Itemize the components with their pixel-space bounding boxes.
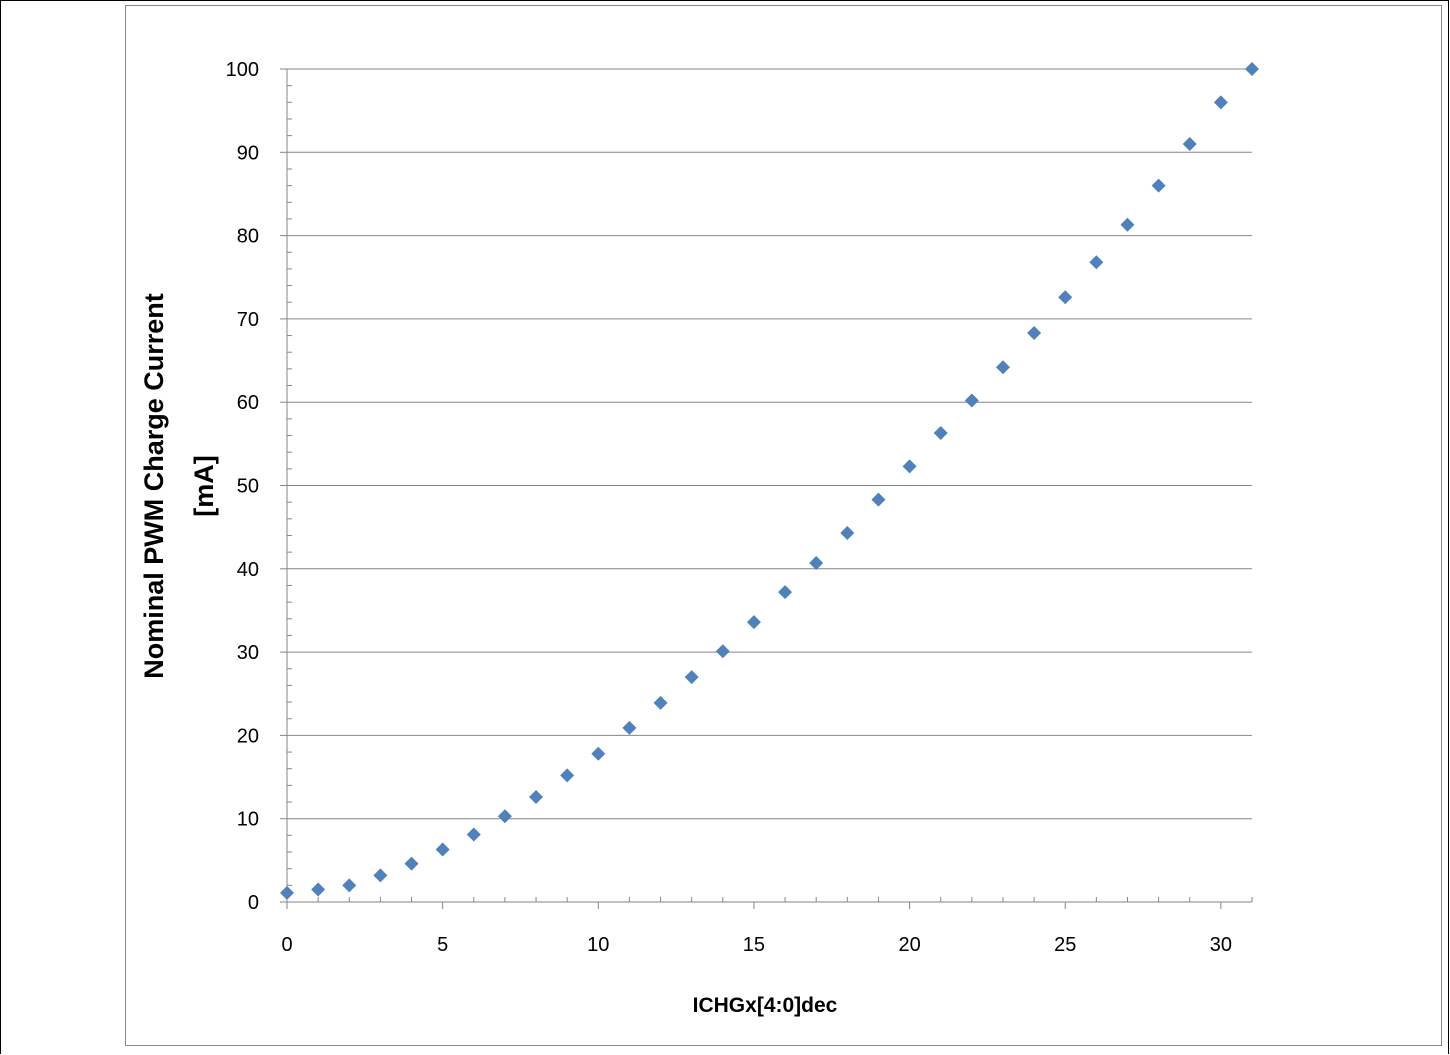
y-tick-label: 50 [237, 476, 259, 498]
y-axis-title-line1: Nominal PWM Charge Current [139, 293, 169, 679]
data-point [529, 790, 544, 805]
data-point [404, 856, 419, 871]
data-point [373, 868, 388, 883]
data-point [280, 885, 294, 900]
data-point [1213, 95, 1228, 110]
data-point [466, 827, 481, 842]
x-tick-label: 5 [437, 934, 448, 956]
data-point [964, 393, 979, 408]
data-point [995, 360, 1010, 375]
data-point [591, 746, 606, 761]
x-tick-label: 15 [743, 934, 765, 956]
data-points [280, 62, 1259, 900]
data-point [840, 525, 855, 540]
y-tick-label: 20 [237, 725, 259, 747]
data-point [933, 426, 948, 441]
x-tick-label: 20 [898, 934, 920, 956]
data-point [1151, 178, 1166, 193]
data-point [715, 644, 730, 659]
data-point [684, 670, 699, 685]
data-point [622, 720, 637, 735]
data-point [311, 882, 326, 897]
x-tick-label: 10 [587, 934, 609, 956]
data-point [342, 878, 357, 893]
data-point [1058, 290, 1073, 305]
data-point [809, 555, 824, 570]
data-point [871, 492, 886, 507]
data-point [1120, 217, 1135, 232]
y-axis-title-line2: [mA] [189, 455, 219, 517]
data-point [1182, 136, 1197, 151]
x-tick-labels: 0 5 10 15 20 25 30 [281, 934, 1232, 956]
y-tick-label: 30 [237, 642, 259, 664]
x-tick-label: 30 [1210, 934, 1232, 956]
data-point [778, 585, 793, 600]
axes [280, 68, 1253, 909]
data-point [1089, 255, 1104, 270]
chart-area [125, 5, 1442, 1046]
y-tick-label: 100 [226, 59, 259, 81]
x-axis-title: ICHGx[4:0]dec [693, 994, 838, 1017]
data-point [902, 459, 917, 474]
data-point [1027, 326, 1042, 341]
y-tick-label: 0 [248, 892, 259, 914]
x-tick-label: 0 [281, 934, 292, 956]
y-tick-label: 70 [237, 309, 259, 331]
gridlines [287, 68, 1252, 820]
x-tick-label: 25 [1054, 934, 1076, 956]
data-point [497, 809, 512, 824]
y-tick-label: 10 [237, 809, 259, 831]
data-point [435, 842, 450, 857]
y-tick-label: 40 [237, 559, 259, 581]
y-tick-label: 80 [237, 226, 259, 248]
y-tick-labels: 0 10 20 30 40 50 60 70 80 90 100 [226, 59, 259, 914]
data-point [1245, 62, 1259, 76]
data-point [746, 615, 761, 630]
y-tick-label: 60 [237, 392, 259, 414]
y-tick-label: 90 [237, 142, 259, 164]
data-point [560, 768, 575, 783]
data-point [653, 695, 668, 710]
